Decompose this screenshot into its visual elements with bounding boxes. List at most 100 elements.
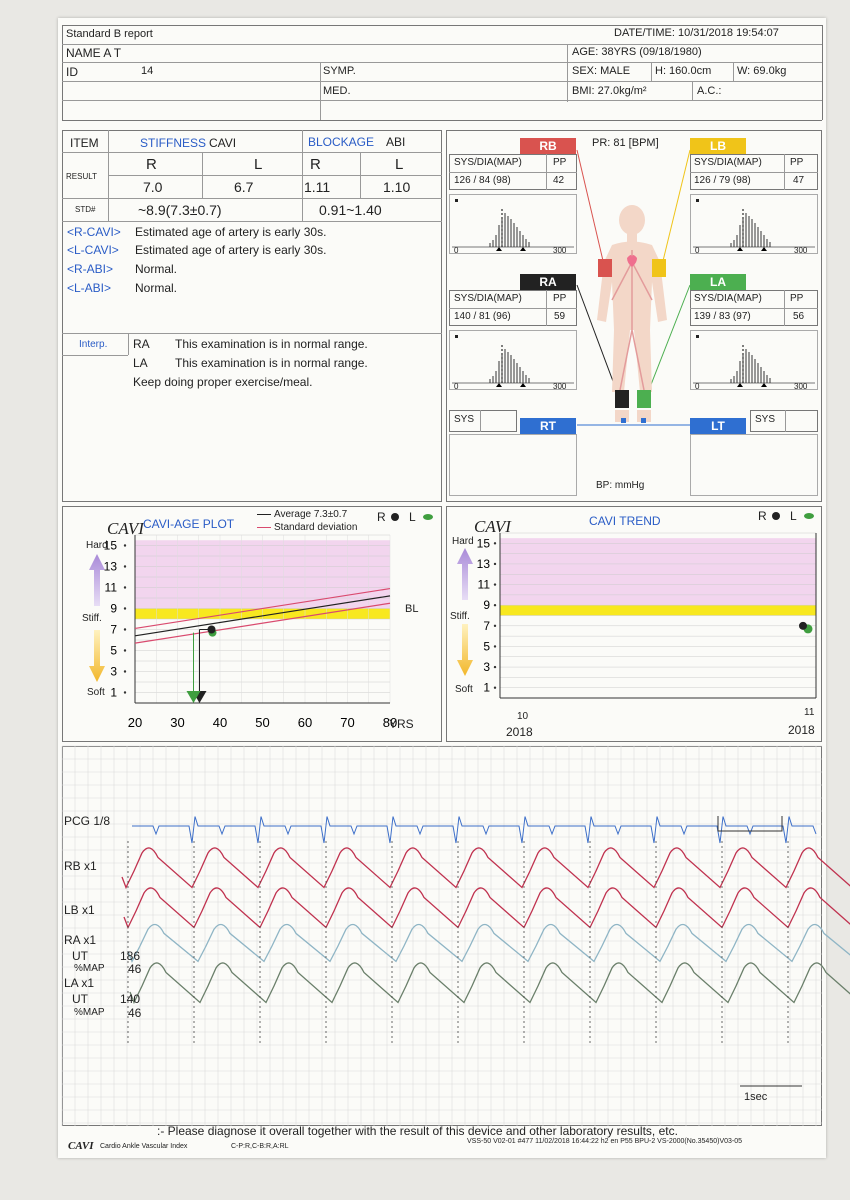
finding-text: Normal. xyxy=(135,281,178,295)
lt-label: LT xyxy=(690,418,746,434)
trend-soft-label: Soft xyxy=(455,684,473,695)
legend-average: Average 7.3±0.7 xyxy=(274,509,348,520)
pcg-label: PCG 1/8 xyxy=(64,814,111,828)
x-tick-label: 40 xyxy=(213,715,227,730)
la-map-value: 46 xyxy=(128,1006,142,1020)
patient-id: 14 xyxy=(141,65,154,77)
ra-ut-value: 186 xyxy=(120,949,141,963)
histogram-tick-icon xyxy=(496,383,502,387)
finding-tag: <L-ABI> xyxy=(67,281,112,295)
footer-note: :- Please diagnose it overall together w… xyxy=(157,1124,678,1138)
interp-label: Interp. xyxy=(79,339,108,350)
cavi-trend-panel xyxy=(446,506,822,742)
trend-x-right-month: 11 xyxy=(804,707,815,718)
cavi-age-plot-title: CAVI-AGE PLOT xyxy=(143,517,235,531)
trend-x-right-year: 2018 xyxy=(788,723,815,737)
bp-panel xyxy=(446,130,822,502)
x-tick-label: 30 xyxy=(170,715,184,730)
body-figure-icon xyxy=(576,149,691,426)
ra-sysdia-value: 140 / 81 (96) xyxy=(454,311,511,322)
trend-x-left-year: 2018 xyxy=(506,725,533,739)
lb-pp-header: PP xyxy=(790,157,804,168)
y-tick-label: 13 xyxy=(104,560,118,574)
y-tick-label: 3 xyxy=(110,665,117,679)
rt-label: RT xyxy=(520,418,576,434)
histogram-tick-icon xyxy=(737,383,743,387)
trend-r-point xyxy=(799,621,807,630)
y-tick-label: 9 xyxy=(483,598,490,612)
y-tick-label: 9 xyxy=(110,602,117,616)
borderline-zone xyxy=(500,605,816,616)
la-sysdia-header: SYS/DIA(MAP) xyxy=(694,293,762,304)
ra-map-value: 46 xyxy=(128,962,142,976)
rb-label: RB xyxy=(520,138,576,154)
interp-ra-label: RA xyxy=(133,337,150,351)
ra-trace-label: RA x1 xyxy=(64,933,97,947)
ra-waveform xyxy=(127,923,850,963)
y-tick-dot xyxy=(493,562,497,566)
finding-tag: <R-CAVI> xyxy=(67,225,121,239)
y-tick-dot xyxy=(123,607,127,610)
patient-height: H: 160.0cm xyxy=(655,65,712,77)
results-panel xyxy=(62,130,442,502)
bp-unit: BP: mmHg xyxy=(596,480,645,491)
report-datetime: DATE/TIME: 10/31/2018 19:54:07 xyxy=(614,27,779,39)
trend-hard-label: Hard xyxy=(452,536,474,547)
rb-waveform xyxy=(121,847,850,890)
abi-l-value: 1.10 xyxy=(383,179,411,195)
waveform-traces xyxy=(61,745,850,1126)
lt-histogram xyxy=(690,434,818,496)
interp-ra-text: This examination is in normal range. xyxy=(175,337,368,351)
interp-la-label: LA xyxy=(133,356,148,370)
series-line xyxy=(134,587,391,630)
stiff-label: Stiff. xyxy=(82,613,102,624)
interp-la-text: This examination is in normal range. xyxy=(175,356,368,370)
item-header: ITEM xyxy=(70,136,99,150)
y-tick-dot xyxy=(493,665,497,669)
ra-pulse-histogram: 0 300 xyxy=(449,330,577,391)
y-tick-dot xyxy=(123,586,127,589)
x-tick-label: 60 xyxy=(298,715,312,730)
patient-age: AGE: 38YRS (09/18/1980) xyxy=(572,46,702,58)
cavi-age-plot-area: 15 13 11 9 7 5 3 1 20 30 40 50 60 70 80 xyxy=(104,534,397,730)
la-label: LA xyxy=(690,274,746,290)
medication-label: MED. xyxy=(323,85,351,97)
y-tick-label: 7 xyxy=(110,623,117,637)
abi-r-value: 1.11 xyxy=(304,179,331,195)
y-tick-label: 15 xyxy=(477,536,491,550)
pulse-rate: PR: 81 [BPM] xyxy=(592,137,659,149)
series-line xyxy=(134,595,391,637)
bl-label: BL xyxy=(405,603,419,615)
rb-pp-value: 42 xyxy=(553,175,565,186)
lb-sysdia-header: SYS/DIA(MAP) xyxy=(694,157,762,168)
abi-r-header: R xyxy=(310,156,321,173)
y-tick-label: 1 xyxy=(110,686,117,700)
y-tick-dot xyxy=(123,670,127,673)
patient-bmi: BMI: 27.0kg/m² xyxy=(572,85,647,97)
trend-x-left-month: 10 xyxy=(517,711,529,722)
la-pp-value: 56 xyxy=(793,311,805,322)
cavi-trend-logo: CAVI xyxy=(474,517,511,536)
y-tick-label: 5 xyxy=(110,644,117,658)
finding-text: Normal. xyxy=(135,262,178,276)
ra-pp-value: 59 xyxy=(554,311,566,322)
la-sysdia-value: 139 / 83 (97) xyxy=(694,311,751,322)
histogram-tick-icon xyxy=(520,247,526,251)
y-tick-dot xyxy=(493,583,497,586)
x-tick-label: 70 xyxy=(340,715,354,730)
std-label: STD# xyxy=(75,205,96,214)
lt-sys-box xyxy=(750,410,818,432)
la-map-label: %MAP xyxy=(74,1007,105,1018)
result-label: RESULT xyxy=(66,172,97,181)
report-title: Standard B report xyxy=(66,28,153,40)
cavi-age-plot-panel xyxy=(62,506,442,742)
soft-label: Soft xyxy=(87,687,105,698)
y-tick-label: 15 xyxy=(104,539,118,553)
x-unit-label: YRS xyxy=(389,717,414,731)
lb-pulse-histogram: 0 300 xyxy=(690,194,818,255)
abi-std-range: 0.91~1.40 xyxy=(319,202,382,218)
legend-standard-deviation: Standard deviation xyxy=(274,522,358,533)
cavi-r-header: R xyxy=(146,156,157,173)
cavi-trend-title: CAVI TREND xyxy=(589,514,661,528)
pcg-waveform xyxy=(132,816,817,844)
